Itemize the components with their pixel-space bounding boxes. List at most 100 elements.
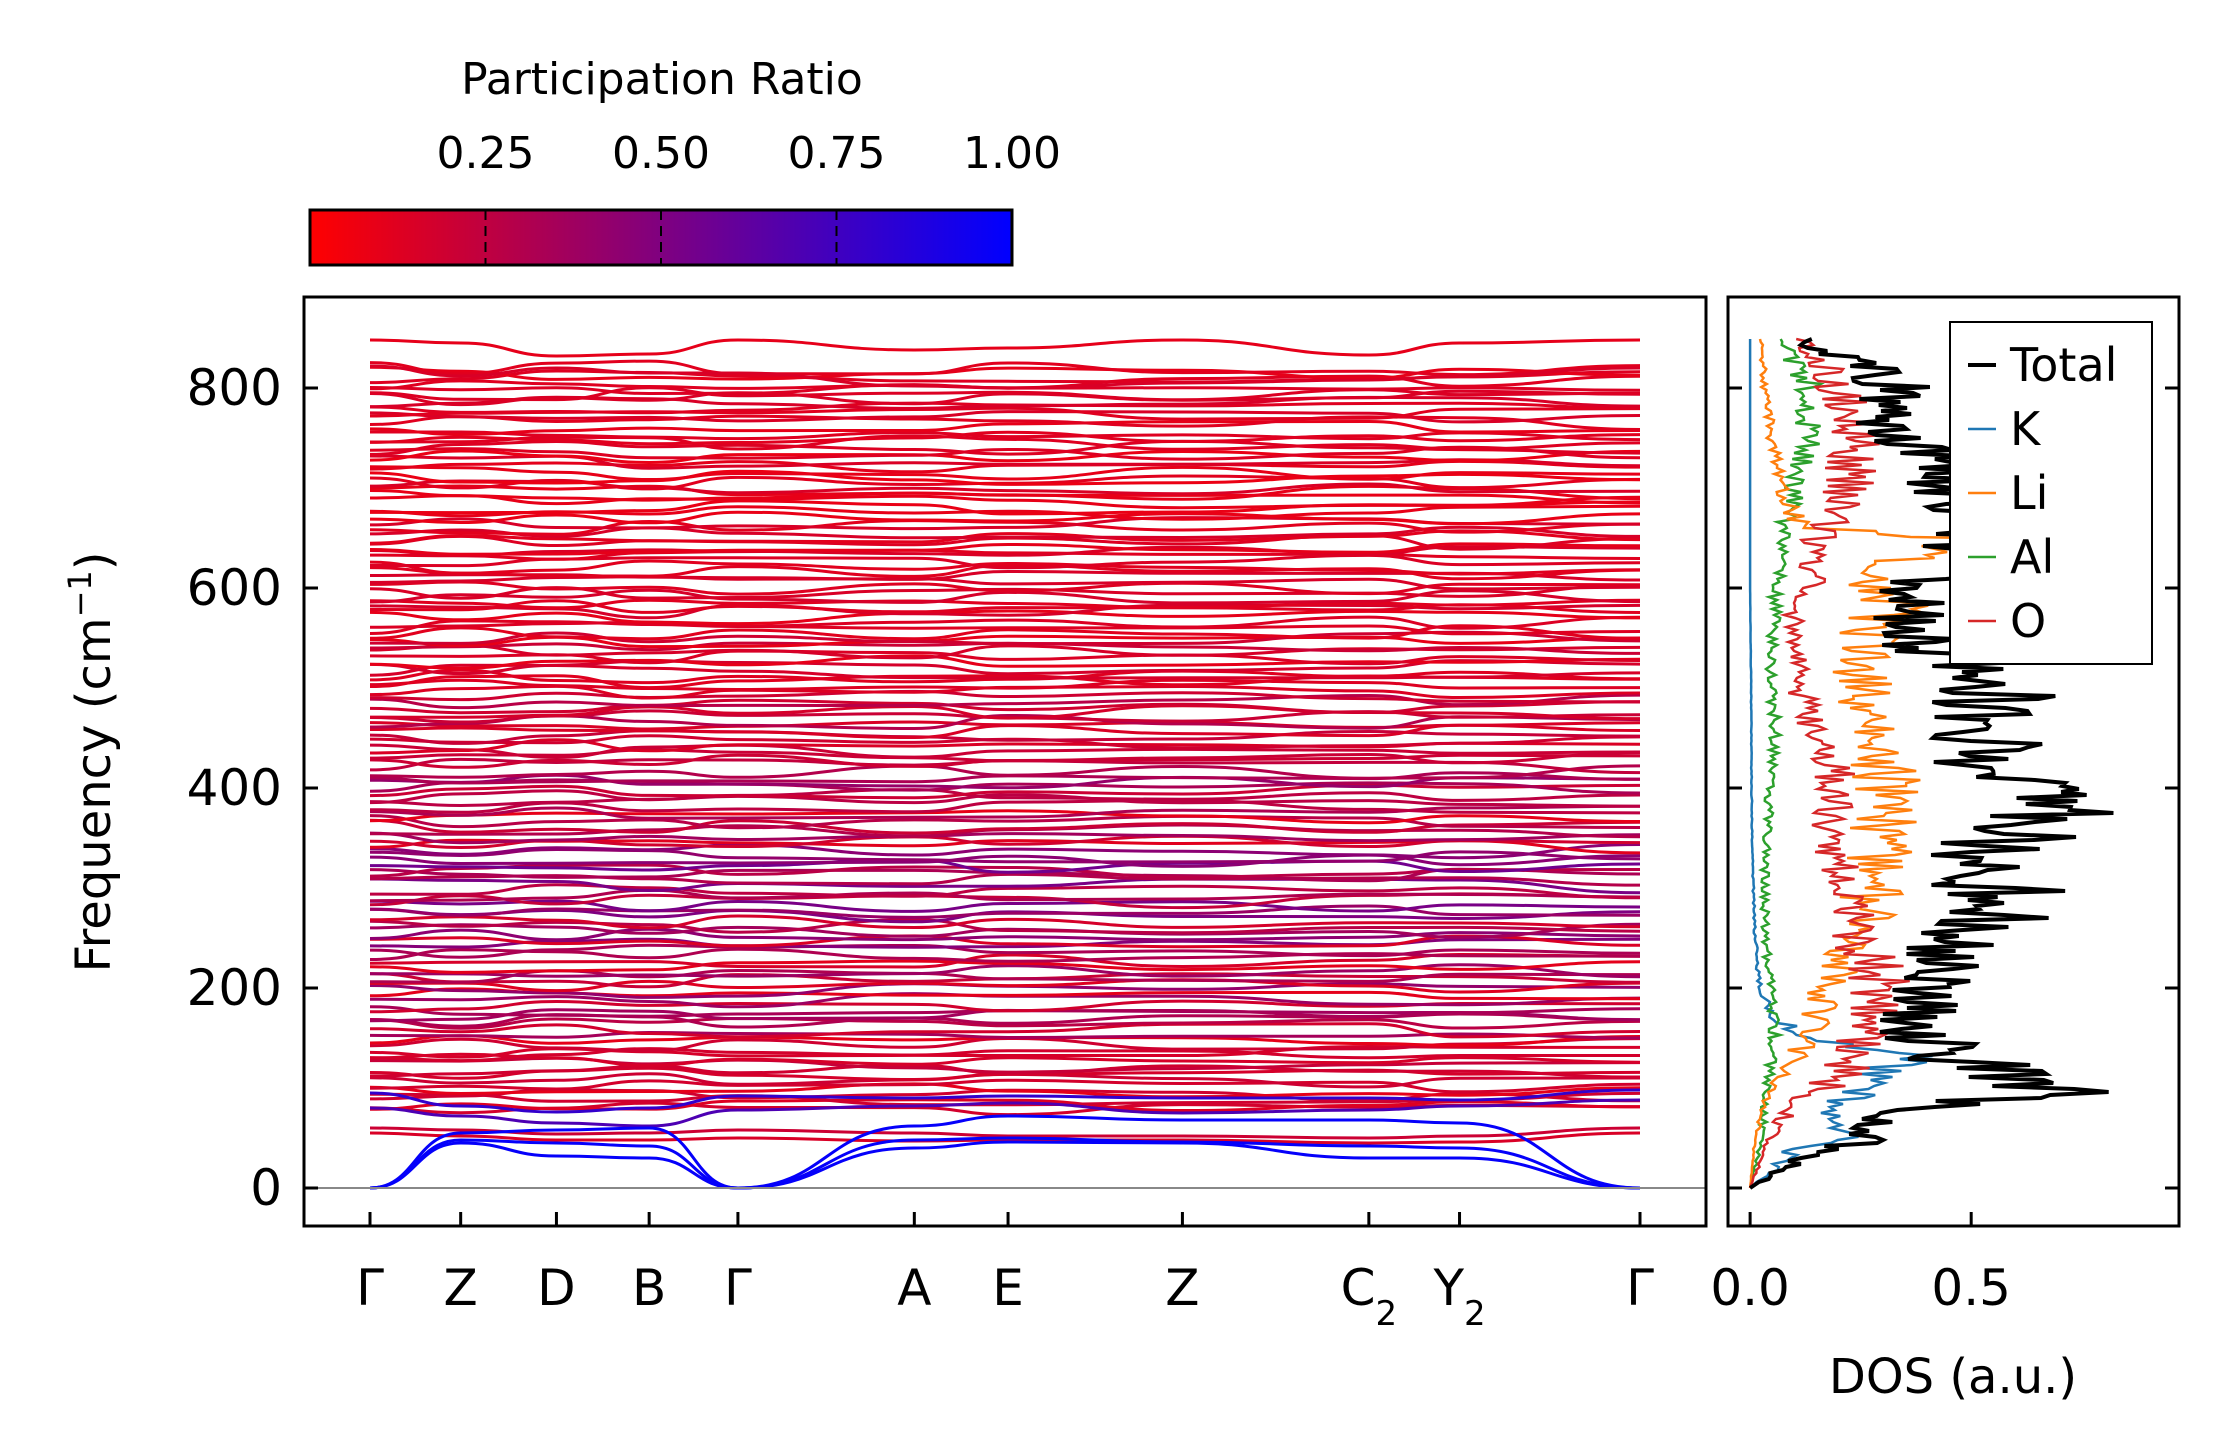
optical-band [369,723,1641,740]
optical-band [369,615,1641,630]
kpoint-label: C2 [1341,1259,1398,1334]
acoustic-1 [369,1140,1641,1190]
colorbar-tick-label: 0.25 [437,128,535,179]
optical-band [369,927,1641,942]
legend-label-k: K [2010,402,2042,456]
optical-band [369,867,1641,883]
dos-panel: 0.0 0.5 DOS (a.u.) Total K Li Al O [1710,295,2181,1405]
kpoint-label: Y2 [1432,1259,1485,1334]
dos-x-tick-label: 0.0 [1710,1259,1790,1317]
kpoint-label: D [537,1259,576,1317]
dos-line-o [1748,337,1910,1189]
kpoint-label: Z [1165,1259,1199,1317]
optical-band [369,743,1641,760]
optical-band [369,883,1641,900]
optical-band [369,624,1641,641]
band-y-tick-label: 400 [187,759,282,817]
band-high-2 [369,364,1641,390]
optical-band [369,1098,1641,1113]
optical-band [369,918,1641,935]
optical-band [369,704,1641,721]
optical-band [369,1034,1641,1047]
kpoint-label: Z [444,1259,478,1317]
optical-band [369,465,1641,482]
optical-band [369,1063,1641,1079]
optical-band [369,863,1641,879]
kpoint-label: E [992,1259,1024,1317]
colorbar-label: Participation Ratio [461,54,863,105]
acoustic-3 [369,1114,1641,1190]
optical-band [369,1008,1641,1023]
optical-band [369,922,1641,939]
optical-band [369,474,1641,491]
kpoint-label: Γ [724,1259,752,1317]
kpoint-label: B [632,1259,666,1317]
optical-band [369,788,1641,805]
optical-band [369,559,1641,576]
optical-band [369,659,1641,676]
optical-band [369,419,1641,437]
optical-band [369,1052,1641,1067]
optical-band [369,978,1641,994]
optical-band [369,580,1641,596]
band-x-ticks: Γ Z D B Γ A E Z C2 Y2 Γ [356,1212,1654,1334]
optical-band [369,359,1641,377]
optical-band [369,445,1641,461]
kpoint-label: Γ [356,1259,384,1317]
optical-band [369,1078,1641,1094]
optical-band [369,533,1641,551]
optical-band [369,720,1641,731]
optical-band [369,619,1641,636]
optical-band [369,899,1641,913]
optical-band [369,678,1641,692]
optical-band [369,668,1641,685]
band-lines [369,338,1641,1190]
legend-label-total: Total [2009,338,2117,392]
optical-band [369,1030,1641,1040]
optical-band [369,525,1641,540]
colorbar-tick-labels: 0.25 0.50 0.75 1.00 [437,128,1061,179]
optical-band [369,972,1641,989]
colorbar-ticks [484,210,838,265]
dos-line-li [1748,338,2092,1189]
optical-band [369,542,1641,556]
band-low-4 [369,1126,1641,1140]
optical-band [369,439,1641,456]
optical-band [369,959,1641,974]
band-low-2 [369,1088,1641,1114]
optical-band [369,548,1641,561]
acoustic-2 [369,1136,1641,1190]
dos-x-axis-label: DOS (a.u.) [1829,1349,2077,1405]
optical-band [369,410,1641,424]
optical-band [369,843,1641,860]
optical-band [369,588,1641,605]
colorbar-tick-label: 1.00 [963,128,1061,179]
band-low-1 [369,1098,1641,1128]
band-frame [302,295,1708,1228]
legend-label-al: Al [2010,530,2054,584]
optical-band [369,1005,1641,1019]
optical-band [369,877,1641,895]
colorbar-tick-label: 0.75 [788,128,886,179]
optical-band [369,1082,1641,1099]
legend-frame [1949,321,2153,665]
dos-frame [1726,295,2181,1228]
kpoint-label: Γ [1626,1259,1654,1317]
optical-band [369,793,1641,808]
dos-y-ticks [1728,386,2179,1190]
optical-band [369,952,1641,969]
legend-label-li: Li [2010,466,2048,520]
dos-line-al [1748,338,1825,1189]
optical-band [369,914,1641,930]
optical-band [369,529,1641,545]
kpoint-label: A [897,1259,931,1317]
optical-band [369,1016,1641,1030]
dos-legend: Total K Li Al O [1949,321,2153,665]
optical-band [369,748,1641,765]
dos-x-ticks: 0.0 0.5 [1710,1212,2011,1317]
colorbar: Participation Ratio 0.25 0.50 0.75 1.00 [308,54,1061,267]
optical-band [369,847,1641,864]
optical-band [369,809,1641,825]
optical-band [369,783,1641,800]
optical-band [369,1036,1641,1053]
